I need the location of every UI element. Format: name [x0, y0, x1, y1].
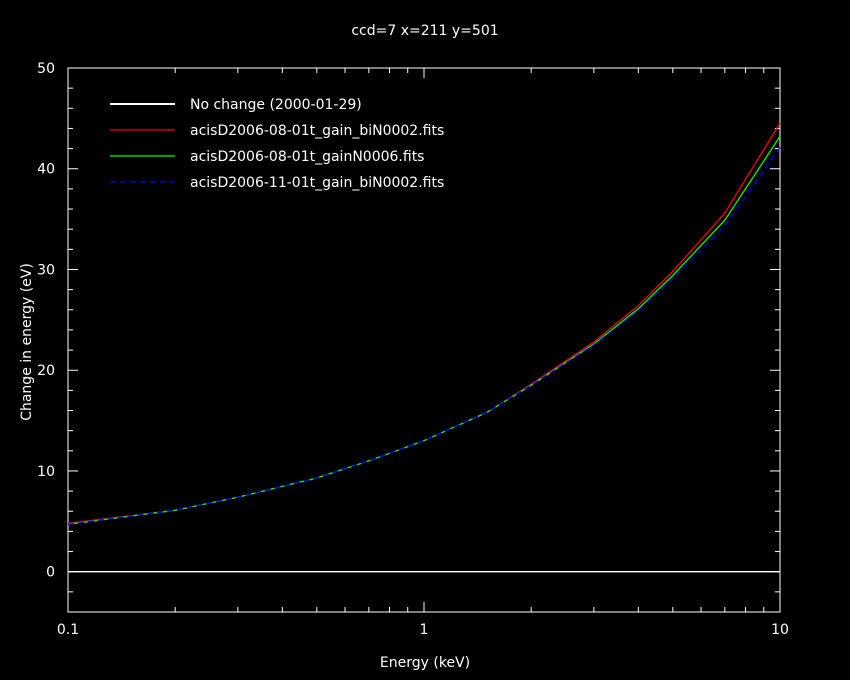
y-tick-label: 30	[37, 262, 55, 278]
y-tick-label: 40	[37, 162, 55, 178]
series-line	[67, 147, 781, 526]
legend-label: acisD2006-08-01t_gainN0006.fits	[190, 149, 424, 165]
legend-label: acisD2006-08-01t_gain_biN0002.fits	[190, 123, 444, 139]
legend-label: No change (2000-01-29)	[190, 97, 362, 113]
x-tick-label: 0.1	[57, 622, 79, 638]
x-axis-label: Energy (keV)	[380, 655, 470, 671]
x-tick-label: 1	[420, 622, 429, 638]
series-lines	[67, 123, 781, 573]
y-tick-label: 0	[46, 565, 55, 581]
y-tick-label: 50	[37, 61, 55, 77]
y-axis-label: Change in energy (eV)	[19, 263, 35, 421]
x-tick-label: 10	[771, 622, 789, 638]
legend-label: acisD2006-11-01t_gain_biN0002.fits	[190, 175, 444, 191]
chart-title: ccd=7 x=211 y=501	[351, 23, 498, 39]
y-tick-label: 20	[37, 363, 55, 379]
axis-ticks: 0 10 20 30 40 50 0.1 1 10	[37, 61, 789, 638]
legend: No change (2000-01-29) acisD2006-08-01t_g…	[110, 97, 444, 191]
y-tick-label: 10	[37, 464, 55, 480]
